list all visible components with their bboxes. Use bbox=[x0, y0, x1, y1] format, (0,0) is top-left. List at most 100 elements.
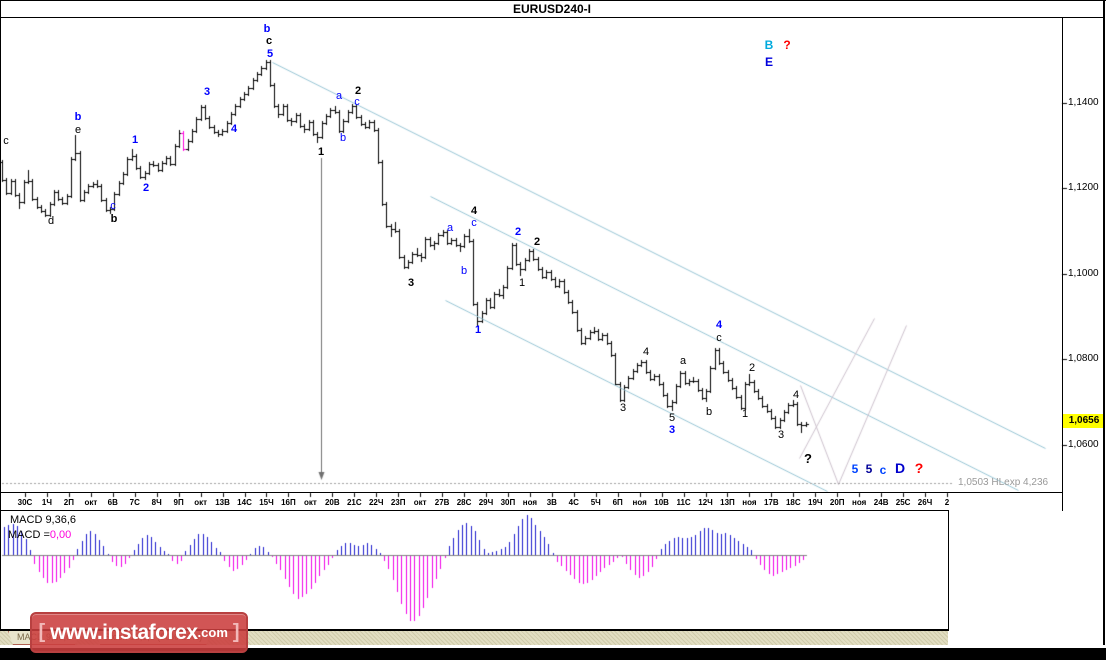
wave-label: ? bbox=[783, 38, 791, 52]
wave-label: 3 bbox=[407, 277, 415, 289]
date-tick-label: 3В bbox=[546, 498, 557, 507]
instaforex-logo[interactable]: [ www.instaforex .com ] bbox=[30, 612, 248, 653]
date-tick-label: 26Ч bbox=[917, 498, 933, 507]
date-tick-label: 21С bbox=[346, 498, 362, 507]
date-tick-label: 6В bbox=[107, 498, 118, 507]
date-tick-label: окт bbox=[413, 498, 427, 507]
date-tick-label: 20В bbox=[324, 498, 340, 507]
bottom-black-bar bbox=[0, 648, 1106, 660]
macd-right-border bbox=[948, 510, 949, 631]
wave-label: c bbox=[879, 463, 887, 477]
wave-label: a bbox=[446, 222, 454, 234]
date-tick-label: 14С bbox=[237, 498, 252, 507]
wave-label: c bbox=[3, 135, 9, 147]
macd-bottom-border bbox=[0, 629, 948, 631]
wave-label: 5 bbox=[266, 48, 274, 60]
date-tick-label: 28С bbox=[456, 498, 472, 507]
wave-label: 5 bbox=[668, 412, 676, 424]
wave-label: 1 bbox=[474, 324, 482, 336]
wave-label: b bbox=[110, 213, 118, 225]
wave-label: 1 bbox=[741, 408, 749, 420]
date-tick-label: 30С bbox=[17, 498, 33, 507]
date-tick-label: 5Ч bbox=[590, 498, 601, 507]
date-tick-label: 17В bbox=[764, 498, 779, 507]
price-tick-label: 1,1000 bbox=[1068, 268, 1099, 279]
price-tick-label: 1,0800 bbox=[1068, 353, 1099, 364]
title-bar: EURUSD240-I bbox=[0, 0, 1104, 18]
date-tick-label: 12Ч bbox=[698, 498, 713, 507]
date-tick-label: 2П bbox=[63, 498, 74, 507]
wave-label: b bbox=[263, 23, 271, 35]
date-tick-label: окт bbox=[303, 498, 317, 507]
date-tick-label: 20П bbox=[829, 498, 845, 507]
wave-label: c bbox=[265, 35, 273, 47]
date-tick-label: ноя bbox=[742, 498, 757, 507]
wave-label: D bbox=[894, 460, 906, 476]
wave-label: 1 bbox=[317, 146, 325, 158]
date-tick-label: 13П bbox=[720, 498, 735, 507]
wave-label: c bbox=[471, 217, 477, 229]
macd-indicator-name: MACD 9,36,6 bbox=[10, 514, 77, 526]
wave-label: 2 bbox=[748, 362, 756, 374]
wave-label: 3 bbox=[203, 86, 211, 98]
wave-label: 1 bbox=[518, 277, 526, 289]
date-tick-label: 1Ч bbox=[41, 498, 52, 507]
wave-label: 2 bbox=[533, 236, 541, 248]
date-tick-label: 29Ч bbox=[478, 498, 494, 507]
date-tick-label: 9П bbox=[173, 498, 184, 507]
window-right-border bbox=[1103, 0, 1105, 648]
date-tick-label: окт bbox=[84, 498, 98, 507]
wave-label: 4 bbox=[792, 389, 800, 401]
hline-level-label: 1,0503 HLexp 4,236 bbox=[958, 477, 1049, 488]
price-tick-label: 1,1400 bbox=[1068, 97, 1099, 108]
logo-bracket-close: ] bbox=[232, 621, 240, 643]
date-tick-label: 15Ч bbox=[259, 498, 274, 507]
date-tick-label: 10В bbox=[654, 498, 669, 507]
price-tick-label: 1,0600 bbox=[1068, 439, 1099, 450]
wave-label: 2 bbox=[354, 85, 362, 97]
wave-label: b bbox=[705, 406, 713, 418]
wave-label: a bbox=[679, 355, 687, 367]
date-tick-label: ноя bbox=[852, 498, 867, 507]
window-left-border bbox=[0, 0, 1, 648]
date-tick-label: 19Ч bbox=[808, 498, 823, 507]
wave-label: 3 bbox=[619, 402, 627, 414]
wave-label: 5 bbox=[851, 462, 859, 476]
wave-label: c bbox=[110, 200, 116, 212]
current-price-value: 1,0656 bbox=[1068, 415, 1100, 426]
date-tick-label: 13В bbox=[215, 498, 230, 507]
wave-label: b bbox=[460, 265, 468, 277]
date-tick-label: 16П bbox=[281, 498, 296, 507]
wave-label: c bbox=[354, 96, 360, 108]
date-tick-label: 8Ч bbox=[151, 498, 162, 507]
date-tick-label: 11С bbox=[676, 498, 691, 507]
macd-top-border bbox=[0, 510, 948, 511]
wave-label: b bbox=[339, 132, 347, 144]
wave-label: 3 bbox=[668, 424, 676, 436]
wave-label: a bbox=[335, 90, 343, 102]
date-tick-label: ноя bbox=[632, 498, 647, 507]
macd-value-line: MACD =0,00 bbox=[8, 529, 71, 541]
wave-label: c bbox=[716, 332, 722, 344]
wave-label: 1 bbox=[131, 134, 139, 146]
date-tick-label: 24В bbox=[873, 498, 889, 507]
wave-label: ? bbox=[914, 460, 924, 476]
date-tick-label: 18С bbox=[785, 498, 801, 507]
macd-value-label: MACD = bbox=[8, 529, 50, 541]
wave-label: 4 bbox=[230, 123, 238, 135]
wave-label: ? bbox=[804, 451, 812, 466]
date-tick-label: 22Ч bbox=[368, 498, 384, 507]
logo-domain: .com bbox=[197, 625, 228, 640]
date-tick-label: 30П bbox=[500, 498, 516, 507]
date-tick-label: 25С bbox=[895, 498, 911, 507]
date-tick-label: окт bbox=[194, 498, 208, 507]
wave-label: 4 bbox=[470, 205, 478, 217]
wave-label: e bbox=[74, 124, 82, 136]
wave-label: d bbox=[47, 215, 55, 227]
macd-value: 0,00 bbox=[49, 529, 72, 541]
wave-label: 5 bbox=[865, 462, 873, 476]
date-tick-label: 4С bbox=[568, 498, 579, 507]
chart-bottom-border bbox=[0, 492, 1062, 493]
